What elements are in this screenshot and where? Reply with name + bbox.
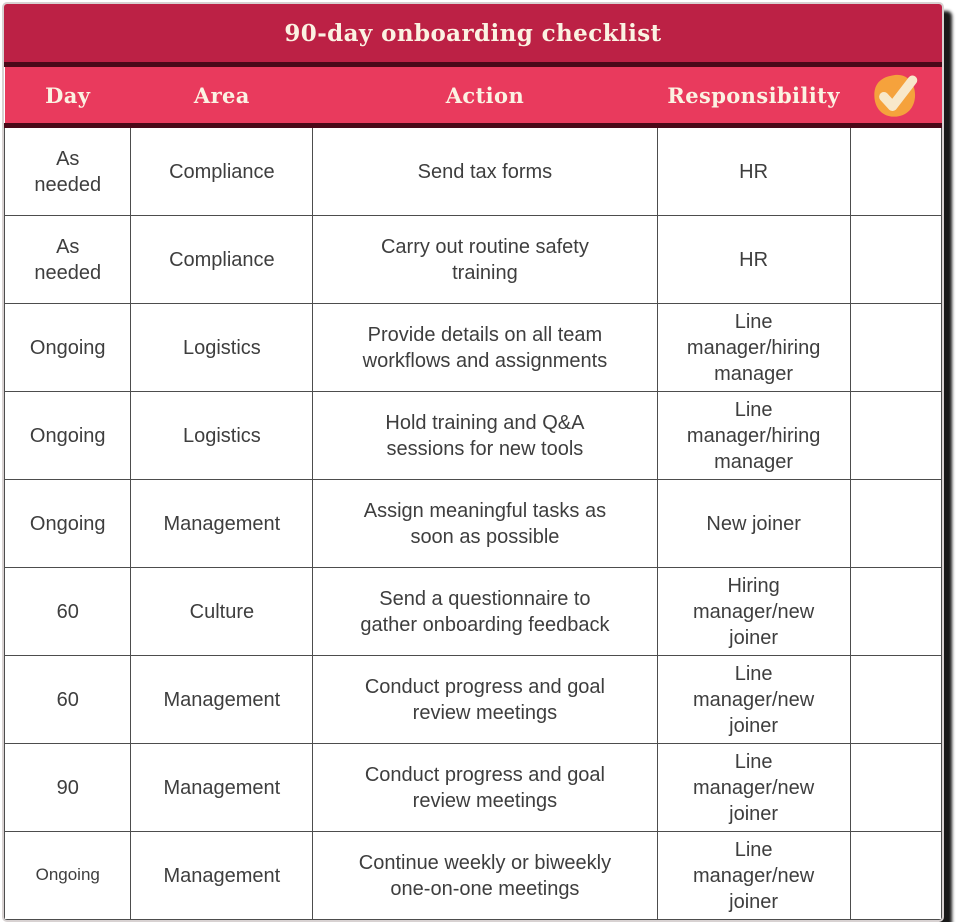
checklist-table: Day Area Action Responsibility As needed bbox=[4, 67, 942, 920]
responsibility-cell: Line manager/hiring manager bbox=[656, 391, 851, 480]
checkbox-cell bbox=[849, 479, 942, 568]
area-cell: Logistics bbox=[130, 303, 314, 392]
table-row: As needed Compliance Carry out routine s… bbox=[4, 215, 942, 304]
action-cell: Hold training and Q&A sessions for new t… bbox=[312, 391, 658, 480]
table-row: 90 Management Conduct progress and goal … bbox=[4, 743, 942, 832]
header-row: Day Area Action Responsibility bbox=[4, 67, 942, 128]
action-cell: Provide details on all team workflows an… bbox=[312, 303, 658, 392]
day-cell: 90 bbox=[4, 743, 132, 832]
checkbox-cell bbox=[849, 303, 942, 392]
day-cell: Ongoing bbox=[4, 391, 132, 480]
responsibility-cell: Line manager/new joiner bbox=[656, 831, 851, 920]
checkbox-cell bbox=[849, 215, 942, 304]
table-row: Ongoing Logistics Hold training and Q&A … bbox=[4, 391, 942, 480]
checkbox-cell bbox=[849, 125, 942, 216]
column-header-day: Day bbox=[4, 67, 131, 128]
day-cell: Ongoing bbox=[4, 303, 132, 392]
action-cell: Send a questionnaire to gather onboardin… bbox=[312, 567, 658, 656]
checkbox-cell bbox=[849, 567, 942, 656]
checkbox-cell bbox=[849, 831, 942, 920]
area-cell: Management bbox=[130, 655, 314, 744]
table-row: Ongoing Logistics Provide details on all… bbox=[4, 303, 942, 392]
area-cell: Compliance bbox=[130, 125, 314, 216]
check-circle-icon bbox=[850, 68, 941, 122]
column-header-responsibility: Responsibility bbox=[657, 67, 851, 128]
responsibility-cell: Line manager/hiring manager bbox=[656, 303, 851, 392]
area-cell: Logistics bbox=[130, 391, 314, 480]
responsibility-cell: Line manager/new joiner bbox=[656, 743, 851, 832]
table-row: 60 Culture Send a questionnaire to gathe… bbox=[4, 567, 942, 656]
area-cell: Culture bbox=[130, 567, 314, 656]
column-header-action: Action bbox=[312, 67, 658, 128]
table-row: Ongoing Management Assign meaningful tas… bbox=[4, 479, 942, 568]
responsibility-cell: New joiner bbox=[656, 479, 851, 568]
area-cell: Management bbox=[130, 743, 314, 832]
action-cell: Conduct progress and goal review meeting… bbox=[312, 743, 658, 832]
day-cell: 60 bbox=[4, 567, 132, 656]
column-header-area: Area bbox=[130, 67, 313, 128]
day-cell: Ongoing bbox=[4, 479, 132, 568]
title-bar: 90-day onboarding checklist bbox=[4, 4, 942, 67]
day-cell: As needed bbox=[4, 125, 132, 216]
responsibility-cell: HR bbox=[656, 215, 851, 304]
area-cell: Management bbox=[130, 479, 314, 568]
checkbox-cell bbox=[849, 655, 942, 744]
column-header-check bbox=[850, 67, 942, 128]
action-cell: Continue weekly or biweekly one-on-one m… bbox=[312, 831, 658, 920]
day-cell: 60 bbox=[4, 655, 132, 744]
checkbox-cell bbox=[849, 391, 942, 480]
action-cell: Send tax forms bbox=[312, 125, 658, 216]
day-cell: As needed bbox=[4, 215, 132, 304]
action-cell: Assign meaningful tasks as soon as possi… bbox=[312, 479, 658, 568]
area-cell: Compliance bbox=[130, 215, 314, 304]
area-cell: Management bbox=[130, 831, 314, 920]
table-row: 60 Management Conduct progress and goal … bbox=[4, 655, 942, 744]
day-cell: Ongoing bbox=[4, 831, 132, 920]
table-row: Ongoing Management Continue weekly or bi… bbox=[4, 831, 942, 920]
checkbox-cell bbox=[849, 743, 942, 832]
table-row: As needed Compliance Send tax forms HR bbox=[4, 125, 942, 216]
responsibility-cell: HR bbox=[656, 125, 851, 216]
action-cell: Carry out routine safety training bbox=[312, 215, 658, 304]
action-cell: Conduct progress and goal review meeting… bbox=[312, 655, 658, 744]
page-title: 90-day onboarding checklist bbox=[284, 19, 662, 47]
responsibility-cell: Line manager/new joiner bbox=[656, 655, 851, 744]
responsibility-cell: Hiring manager/new joiner bbox=[656, 567, 851, 656]
